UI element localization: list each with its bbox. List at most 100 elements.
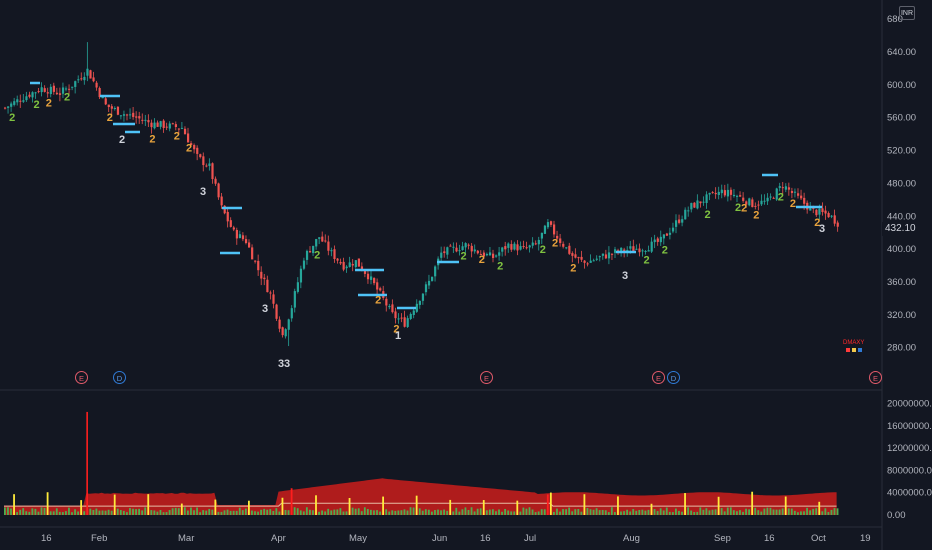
volume-bar[interactable] [476, 508, 479, 515]
candle-body[interactable] [80, 78, 83, 80]
volume-bar[interactable] [635, 510, 638, 515]
volume-bar[interactable] [742, 511, 744, 515]
volume-bar[interactable] [620, 511, 622, 515]
volume-bar[interactable] [293, 507, 296, 515]
candle-body[interactable] [543, 225, 547, 234]
volume-bar[interactable] [437, 509, 439, 515]
volume-bar[interactable] [482, 500, 485, 515]
candle-body[interactable] [635, 248, 638, 250]
volume-bar[interactable] [25, 511, 28, 515]
candle-body[interactable] [739, 195, 742, 197]
candle-body[interactable] [122, 114, 126, 116]
candle-body[interactable] [25, 96, 28, 101]
candle-body[interactable] [638, 248, 641, 253]
volume-bar[interactable] [732, 510, 735, 515]
volume-bar[interactable] [662, 510, 665, 515]
volume-bar[interactable] [177, 508, 180, 515]
candle-body[interactable] [717, 191, 720, 195]
volume-bar[interactable] [360, 511, 363, 515]
volume-bar[interactable] [513, 511, 516, 515]
candle-body[interactable] [321, 236, 324, 242]
candle-body[interactable] [135, 116, 138, 118]
candle-body[interactable] [403, 317, 406, 327]
candle-body[interactable] [836, 222, 839, 227]
candle-body[interactable] [116, 106, 120, 115]
candle-body[interactable] [223, 205, 226, 214]
candle-body[interactable] [626, 249, 629, 251]
candle-body[interactable] [571, 253, 574, 256]
volume-bar[interactable] [626, 509, 628, 515]
volume-bar[interactable] [126, 512, 128, 515]
candle-body[interactable] [238, 234, 242, 239]
volume-bar[interactable] [376, 510, 378, 515]
candle-body[interactable] [183, 128, 187, 135]
candle-body[interactable] [546, 222, 550, 228]
earnings-event-icon[interactable]: E [75, 371, 88, 384]
volume-bar[interactable] [28, 511, 31, 515]
candle-body[interactable] [126, 114, 129, 116]
candle-body[interactable] [46, 92, 49, 94]
volume-bar[interactable] [13, 494, 15, 515]
volume-pane[interactable] [4, 411, 839, 515]
candle-body[interactable] [711, 192, 714, 194]
candle-body[interactable] [86, 68, 89, 76]
candle-body[interactable] [31, 92, 34, 98]
candle-body[interactable] [165, 126, 168, 128]
volume-bar[interactable] [168, 510, 171, 515]
candle-body[interactable] [760, 200, 763, 205]
candle-body[interactable] [516, 244, 519, 251]
candle-body[interactable] [68, 88, 71, 90]
price-axis[interactable]: 680640.00600.00560.00520.00480.00440.004… [881, 0, 916, 550]
volume-bar[interactable] [556, 508, 558, 515]
candle-body[interactable] [607, 252, 611, 259]
candle-body[interactable] [485, 253, 489, 256]
candle-body[interactable] [690, 203, 693, 210]
candle-body[interactable] [671, 227, 675, 232]
volume-bar[interactable] [19, 509, 22, 515]
candle-body[interactable] [827, 213, 830, 218]
candle-body[interactable] [729, 189, 733, 195]
volume-bar[interactable] [473, 511, 476, 515]
candle-body[interactable] [248, 242, 251, 248]
volume-bar[interactable] [754, 507, 757, 515]
volume-bar[interactable] [604, 510, 607, 515]
earnings-event-icon[interactable]: E [869, 371, 882, 384]
volume-bar[interactable] [510, 511, 513, 515]
volume-bar[interactable] [83, 511, 86, 515]
volume-bar[interactable] [546, 494, 549, 515]
candle-body[interactable] [342, 261, 345, 270]
volume-bar[interactable] [443, 509, 445, 515]
candle-body[interactable] [52, 85, 55, 92]
candle-body[interactable] [174, 124, 177, 128]
candle-body[interactable] [141, 119, 144, 121]
volume-bar[interactable] [65, 511, 67, 515]
volume-bar[interactable] [52, 511, 55, 515]
volume-bar[interactable] [638, 509, 641, 515]
candle-body[interactable] [659, 236, 662, 243]
candle-body[interactable] [595, 258, 598, 260]
volume-bar[interactable] [34, 508, 37, 515]
candle-body[interactable] [34, 92, 37, 94]
candle-body[interactable] [28, 94, 31, 97]
candle-body[interactable] [156, 122, 159, 127]
candle-body[interactable] [793, 191, 797, 193]
volume-bar[interactable] [522, 507, 525, 515]
candle-body[interactable] [345, 266, 348, 269]
candle-body[interactable] [315, 239, 318, 247]
candle-body[interactable] [397, 318, 400, 320]
volume-bar[interactable] [370, 509, 372, 515]
candle-body[interactable] [815, 209, 818, 216]
volume-bar[interactable] [434, 510, 436, 515]
volume-bar[interactable] [80, 500, 83, 515]
candle-body[interactable] [244, 239, 248, 244]
candle-body[interactable] [800, 195, 803, 199]
volume-bar[interactable] [574, 509, 577, 515]
volume-bar[interactable] [601, 509, 604, 515]
volume-bar[interactable] [339, 508, 342, 515]
volume-bar[interactable] [690, 510, 693, 515]
candle-body[interactable] [275, 304, 278, 319]
volume-bar[interactable] [275, 508, 278, 515]
volume-bar[interactable] [577, 508, 580, 515]
candle-body[interactable] [217, 183, 220, 198]
candle-body[interactable] [388, 305, 391, 308]
